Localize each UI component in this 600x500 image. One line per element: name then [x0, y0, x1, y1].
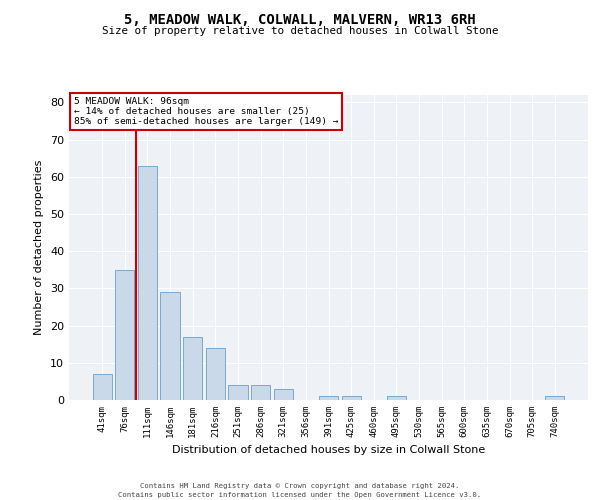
Bar [251, 385, 270, 400]
Bar [92, 374, 112, 400]
Bar [545, 396, 565, 400]
Bar [183, 337, 202, 400]
Text: 5 MEADOW WALK: 96sqm
← 14% of detached houses are smaller (25)
85% of semi-detac: 5 MEADOW WALK: 96sqm ← 14% of detached h… [74, 96, 338, 126]
Text: Size of property relative to detached houses in Colwall Stone: Size of property relative to detached ho… [102, 26, 498, 36]
Text: Contains HM Land Registry data © Crown copyright and database right 2024.
Contai: Contains HM Land Registry data © Crown c… [118, 483, 482, 498]
Text: 5, MEADOW WALK, COLWALL, MALVERN, WR13 6RH: 5, MEADOW WALK, COLWALL, MALVERN, WR13 6… [124, 12, 476, 26]
Bar [115, 270, 134, 400]
Bar [160, 292, 180, 400]
Y-axis label: Number of detached properties: Number of detached properties [34, 160, 44, 335]
Bar [319, 396, 338, 400]
Bar [274, 389, 293, 400]
Bar [341, 396, 361, 400]
Bar [206, 348, 225, 400]
Bar [229, 385, 248, 400]
Bar [138, 166, 157, 400]
X-axis label: Distribution of detached houses by size in Colwall Stone: Distribution of detached houses by size … [172, 446, 485, 456]
Bar [387, 396, 406, 400]
